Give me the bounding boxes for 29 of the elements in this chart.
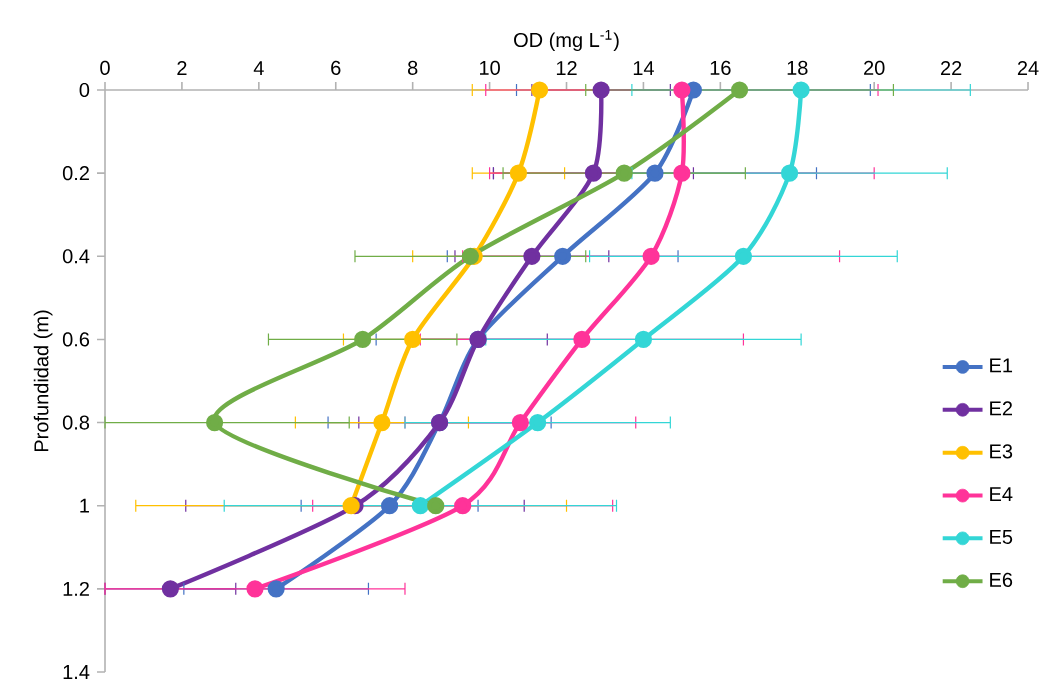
y-tick-label: 0 <box>79 82 90 98</box>
y-tick-label: 0.6 <box>62 332 90 347</box>
x-tick-label: 24 <box>1017 60 1039 75</box>
x-axis-title: OD (mg L$^{-1}$) <box>514 30 619 52</box>
x-tick-label: 22 <box>940 60 962 75</box>
x-tick-label: 0 <box>100 60 110 75</box>
x-tick-label: 10 <box>480 60 500 75</box>
x-tick-label: 20 <box>864 60 885 75</box>
legend-label: E4 <box>990 487 1013 501</box>
legend-label: E3 <box>990 444 1013 459</box>
x-tick-label: 18 <box>787 60 808 75</box>
legend-label: E1 <box>990 358 1013 373</box>
legend-label: E6 <box>990 572 1013 587</box>
x-tick-label: 14 <box>633 61 654 75</box>
legend-label: E5 <box>990 529 1013 544</box>
x-tick-label: 6 <box>331 60 341 75</box>
x-tick-label: 16 <box>710 60 731 75</box>
y-tick-label: 1.4 <box>63 665 90 679</box>
x-tick-label: 4 <box>253 61 264 75</box>
x-tick-label: 12 <box>556 60 577 75</box>
legend-label: E2 <box>990 401 1013 416</box>
x-tick-label: 8 <box>407 60 418 75</box>
x-tick-label: 2 <box>177 60 187 75</box>
y-axis-title: Profundidad (m) <box>33 310 53 452</box>
y-tick-label: 0.2 <box>62 166 89 181</box>
y-tick-label: 1.2 <box>63 581 89 596</box>
y-tick-label: 0.4 <box>62 249 90 264</box>
y-tick-label: 0.8 <box>62 415 90 430</box>
y-tick-label: 1 <box>80 498 89 513</box>
